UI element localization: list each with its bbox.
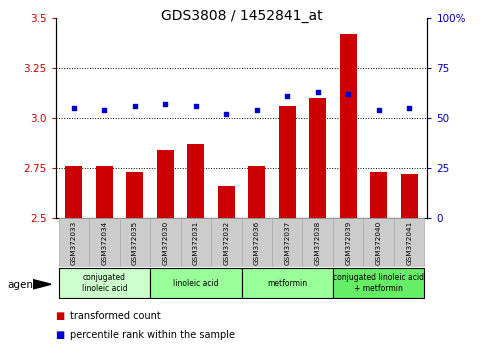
Text: GSM372036: GSM372036: [254, 220, 260, 265]
Bar: [340, 34, 356, 218]
Text: GSM372035: GSM372035: [132, 220, 138, 265]
Point: [314, 89, 322, 95]
Bar: [187, 144, 204, 218]
Bar: [370, 172, 387, 218]
Text: ■: ■: [56, 330, 65, 339]
Bar: [272, 218, 302, 267]
Point: [253, 107, 261, 113]
Bar: [58, 268, 150, 298]
Bar: [127, 172, 143, 218]
Point: [131, 103, 139, 109]
Bar: [181, 218, 211, 267]
Bar: [401, 174, 417, 218]
Bar: [333, 268, 425, 298]
Point: [161, 101, 169, 107]
Text: GSM372040: GSM372040: [376, 220, 382, 265]
Bar: [211, 218, 242, 267]
Bar: [302, 218, 333, 267]
Bar: [96, 166, 113, 218]
Bar: [242, 268, 333, 298]
Text: percentile rank within the sample: percentile rank within the sample: [70, 330, 235, 339]
Bar: [309, 98, 326, 218]
Text: GSM372032: GSM372032: [223, 220, 229, 265]
Text: GSM372037: GSM372037: [284, 220, 290, 265]
Bar: [363, 218, 394, 267]
Text: GDS3808 / 1452841_at: GDS3808 / 1452841_at: [161, 9, 322, 23]
Text: ■: ■: [56, 311, 65, 321]
Bar: [242, 218, 272, 267]
Text: transformed count: transformed count: [70, 311, 161, 321]
Text: metformin: metformin: [267, 279, 307, 288]
Text: GSM372039: GSM372039: [345, 220, 351, 265]
Text: GSM372041: GSM372041: [406, 220, 412, 265]
Point: [192, 103, 199, 109]
Point: [375, 107, 383, 113]
Text: GSM372030: GSM372030: [162, 220, 168, 265]
Bar: [150, 218, 181, 267]
Bar: [218, 186, 235, 218]
Text: conjugated linoleic acid
+ metformin: conjugated linoleic acid + metformin: [333, 274, 424, 293]
Point: [70, 105, 78, 110]
Bar: [333, 218, 363, 267]
Point: [405, 105, 413, 110]
Bar: [89, 218, 120, 267]
Bar: [120, 218, 150, 267]
Text: linoleic acid: linoleic acid: [173, 279, 219, 288]
Text: GSM372033: GSM372033: [71, 220, 77, 265]
Point: [284, 93, 291, 98]
Text: conjugated
linoleic acid: conjugated linoleic acid: [82, 274, 127, 293]
Text: agent: agent: [7, 280, 37, 290]
Point: [344, 91, 352, 97]
Point: [100, 107, 108, 113]
Polygon shape: [33, 280, 51, 289]
Text: GSM372034: GSM372034: [101, 220, 107, 265]
Bar: [150, 268, 242, 298]
Bar: [279, 106, 296, 218]
Text: GSM372038: GSM372038: [315, 220, 321, 265]
Bar: [58, 218, 89, 267]
Bar: [66, 166, 82, 218]
Bar: [157, 150, 174, 218]
Bar: [394, 218, 425, 267]
Bar: [248, 166, 265, 218]
Text: GSM372031: GSM372031: [193, 220, 199, 265]
Point: [222, 111, 230, 116]
